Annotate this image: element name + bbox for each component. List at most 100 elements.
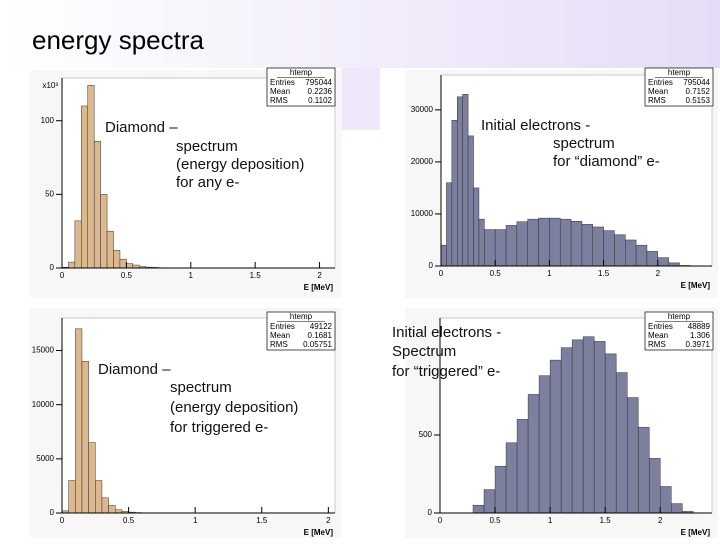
histogram-bar	[583, 337, 594, 513]
histogram-bar	[571, 221, 582, 266]
y-tick-label: 10000	[32, 400, 55, 409]
histogram-bar	[473, 505, 484, 513]
annotation: Initial electrons -	[392, 324, 501, 341]
slide-title: energy spectra	[32, 25, 205, 55]
annotation: Diamond –	[98, 361, 171, 378]
stats-value: 0.1102	[308, 96, 332, 105]
histogram-bar	[582, 224, 593, 266]
histogram-bar	[517, 419, 528, 513]
histogram-bar	[627, 398, 638, 513]
stats-label: Mean	[270, 87, 290, 96]
x-tick-label: 2	[317, 271, 322, 280]
histogram-bar	[101, 194, 107, 268]
histogram-bar	[457, 97, 462, 266]
histogram-bar	[572, 340, 583, 513]
stats-label: Entries	[648, 78, 673, 87]
stats-label: Entries	[648, 322, 673, 331]
y-tick-label: 100	[41, 116, 55, 125]
x-tick-label: 0	[60, 271, 65, 280]
x-tick-label: 0.5	[121, 271, 133, 280]
histogram-bar	[625, 240, 636, 266]
histogram-bar	[441, 245, 446, 266]
stats-value: 0.05751	[303, 340, 332, 349]
histogram-bar	[614, 235, 625, 266]
annotation: (energy deposition)	[170, 399, 298, 416]
stats-label: RMS	[270, 96, 288, 105]
stats-value: 0.7152	[686, 87, 711, 96]
x-tick-label: 0	[439, 269, 444, 278]
histogram-bar	[75, 221, 81, 268]
stats-label: Mean	[648, 87, 668, 96]
x-axis-label: E [MeV]	[681, 281, 711, 290]
histogram-bar	[539, 376, 550, 513]
stats-title: htemp	[668, 312, 691, 321]
histogram-bar	[463, 94, 468, 266]
histogram-bar	[647, 251, 658, 266]
annotation: spectrum	[176, 138, 238, 155]
histogram-bar	[81, 106, 87, 268]
annotation: spectrum	[170, 379, 232, 396]
histogram-bar	[528, 394, 539, 513]
histogram-bar	[484, 490, 495, 513]
histogram-bar	[506, 225, 517, 266]
histogram-bar	[495, 466, 506, 513]
y-tick-label: 0	[428, 508, 433, 517]
x-tick-label: 0	[438, 516, 443, 525]
histogram-bar	[604, 231, 615, 266]
histogram-bar	[95, 481, 102, 514]
histogram-bar	[561, 348, 572, 513]
y-tick-label: 500	[419, 430, 433, 439]
annotation: Initial electrons -	[481, 117, 590, 134]
header-tab	[342, 68, 380, 130]
histogram-bar	[616, 373, 627, 513]
x-tick-label: 0.5	[489, 516, 501, 525]
x-tick-label: 0.5	[123, 516, 135, 525]
x-tick-label: 1	[548, 516, 553, 525]
stats-label: RMS	[648, 96, 666, 105]
x-tick-label: 0	[60, 516, 65, 525]
histogram-bar	[550, 360, 561, 513]
x-tick-label: 1.5	[256, 516, 268, 525]
stats-label: Mean	[270, 331, 290, 340]
x-tick-label: 1	[189, 271, 194, 280]
y-tick-label: 10000	[411, 209, 434, 218]
histogram-bar	[636, 245, 647, 266]
histogram-bar	[594, 341, 605, 513]
annotation: for triggered e-	[170, 419, 268, 436]
stats-value: 49122	[310, 322, 333, 331]
histogram-bar	[660, 486, 671, 513]
histogram-bar	[474, 188, 479, 266]
histogram-bar	[549, 218, 560, 266]
stats-title: htemp	[290, 68, 313, 77]
stats-value: 1.306	[690, 331, 711, 340]
x-tick-label: 2	[656, 269, 661, 278]
histogram-bar	[649, 458, 660, 513]
histogram-bar	[102, 498, 109, 513]
histogram-bar	[593, 227, 604, 266]
x-tick-label: 1	[193, 516, 198, 525]
histogram-bar	[109, 505, 116, 513]
histogram-bar	[120, 259, 126, 268]
stats-value: 48889	[688, 322, 711, 331]
stats-value: 795044	[305, 78, 332, 87]
histogram-bar	[94, 141, 100, 268]
x-axis-label: E [MeV]	[304, 528, 334, 537]
x-tick-label: 1	[547, 269, 552, 278]
histogram-bar	[107, 231, 113, 268]
histogram-bar	[517, 222, 528, 266]
stats-title: htemp	[290, 312, 313, 321]
histogram-bar	[506, 443, 517, 513]
histogram-bar	[75, 329, 82, 513]
stats-label: Entries	[270, 78, 295, 87]
stats-label: Entries	[270, 322, 295, 331]
histogram-bar	[658, 258, 669, 266]
histogram-bar	[495, 230, 506, 266]
x-tick-label: 0.5	[490, 269, 502, 278]
histogram-bar	[528, 219, 539, 266]
stats-value: 0.3971	[686, 340, 711, 349]
x-axis-label: E [MeV]	[304, 283, 334, 292]
stats-value: 0.2236	[308, 87, 333, 96]
histogram-bar	[605, 354, 616, 513]
